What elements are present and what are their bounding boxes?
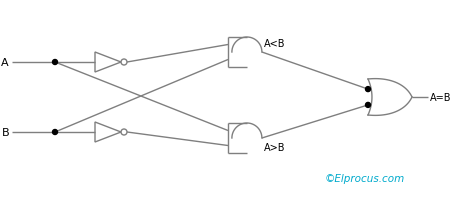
Circle shape: [365, 103, 371, 108]
Circle shape: [365, 87, 371, 92]
Circle shape: [53, 130, 57, 135]
Text: A<B: A<B: [264, 39, 285, 49]
Text: ©Elprocus.com: ©Elprocus.com: [325, 173, 405, 183]
Text: A>B: A>B: [264, 142, 285, 152]
Text: B: B: [1, 127, 9, 137]
Text: A=B: A=B: [430, 93, 452, 102]
Circle shape: [53, 60, 57, 65]
Text: A: A: [1, 58, 9, 68]
